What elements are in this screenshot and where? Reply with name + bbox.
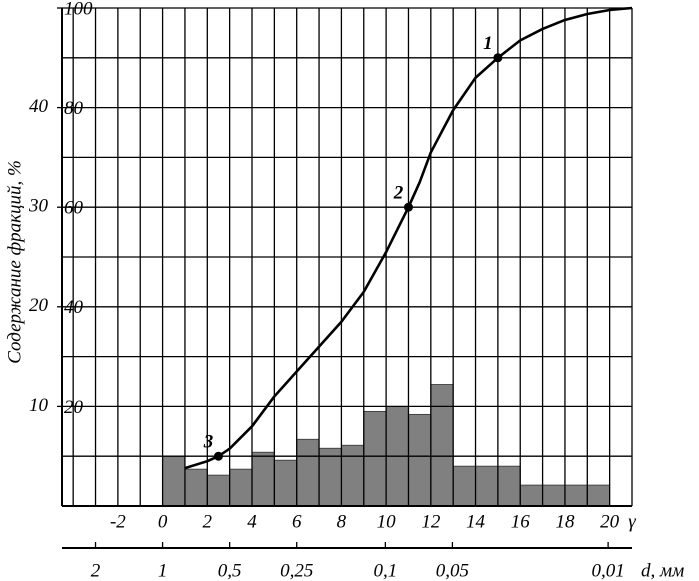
y2-tick-label: 20 [64, 397, 84, 418]
bar [408, 413, 432, 507]
x2-tick-label: 0,01 [591, 560, 624, 581]
bar [162, 455, 186, 507]
bar [273, 459, 298, 507]
x-tick-label: -2 [110, 511, 126, 532]
x-tick-label: 4 [247, 511, 257, 532]
bar [586, 484, 611, 507]
y-tick-label: 20 [29, 295, 49, 316]
marked-point [493, 53, 503, 63]
x2-tick-label: 2 [91, 560, 101, 581]
x-tick-label: 10 [377, 511, 397, 532]
x-tick-label: 8 [337, 511, 347, 532]
bar [519, 484, 543, 507]
marked-point [403, 202, 413, 212]
x2-tick-label: 0,05 [436, 560, 469, 581]
bar [542, 484, 566, 507]
x-tick-label: 12 [421, 511, 441, 532]
bar [341, 444, 365, 507]
y2-tick-label: 100 [64, 0, 93, 19]
bar [430, 384, 454, 507]
bar [251, 451, 275, 507]
bar [564, 484, 588, 507]
y-tick-label: 30 [28, 196, 49, 217]
bar [497, 465, 521, 507]
bar [475, 465, 499, 507]
y2-tick-label: 60 [64, 198, 84, 219]
x-tick-label: 20 [600, 511, 620, 532]
x-tick-label: 14 [466, 511, 486, 532]
x-tick-label: 16 [511, 511, 531, 532]
y-tick-label: 40 [29, 96, 49, 117]
bar [184, 468, 208, 507]
point-label: 2 [393, 183, 404, 204]
x-tick-label: 2 [203, 511, 213, 532]
bar [318, 447, 342, 507]
x2-tick-label: 0,5 [218, 560, 242, 581]
bar [296, 438, 320, 507]
y2-tick-label: 80 [64, 98, 84, 119]
x-axis-label: γ [628, 511, 636, 532]
x2-tick-label: 0,25 [280, 560, 313, 581]
x2-tick-label: 0,1 [373, 560, 397, 581]
bar [229, 468, 253, 507]
x-tick-label: 6 [292, 511, 302, 532]
bar [206, 474, 231, 507]
marked-point [213, 451, 223, 461]
y-tick-label: 10 [29, 395, 49, 416]
x-tick-label: 18 [555, 511, 575, 532]
x2-axis-label: d, мм [641, 560, 684, 581]
bar [363, 410, 387, 507]
bar [452, 465, 476, 507]
point-label: 3 [203, 432, 214, 453]
x2-tick-label: 1 [158, 560, 168, 581]
x-tick-label: 0 [158, 511, 168, 532]
y-axis-label: Содержание фракций, % [4, 160, 25, 364]
point-label: 1 [483, 33, 493, 54]
y2-tick-label: 40 [64, 297, 84, 318]
